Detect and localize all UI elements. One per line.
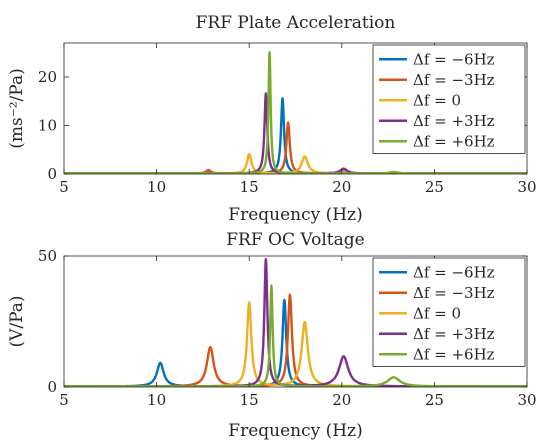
legend-label-1: Δf = −6Hz — [413, 263, 495, 281]
x-tick-label: 25 — [425, 391, 444, 409]
x-tick-label: 5 — [59, 178, 69, 196]
y-axis-label: (ms⁻²/Pa) — [7, 68, 27, 148]
legend-label-4: Δf = +3Hz — [413, 325, 495, 343]
legend-label-2: Δf = −3Hz — [413, 284, 495, 302]
chart-title: FRF OC Voltage — [226, 230, 364, 250]
chart-1: 5 10 15 20 25 30 0 10 20 FRF Plate Acceleration Fr… — [7, 13, 537, 225]
y-tick-label: 20 — [38, 68, 57, 86]
series-group — [64, 258, 527, 387]
legend-label-1: Δf = −6Hz — [413, 50, 495, 68]
legend-label-4: Δf = +3Hz — [413, 112, 495, 130]
x-tick-label: 15 — [240, 178, 259, 196]
y-tick-label: 0 — [47, 378, 57, 396]
x-tick-label: 30 — [517, 178, 536, 196]
legend-label-2: Δf = −3Hz — [413, 71, 495, 89]
chart-2: 5 10 15 20 25 30 0 50 FRF OC Voltage Frequency (H… — [7, 230, 537, 441]
axes-box — [63, 255, 528, 388]
x-axis-label: Frequency (Hz) — [228, 205, 362, 225]
y-tick-label: 0 — [47, 165, 57, 183]
legend-label-3: Δf = 0 — [413, 304, 461, 322]
x-tick-label: 5 — [59, 391, 69, 409]
x-tick-label: 15 — [240, 391, 259, 409]
series-group — [64, 51, 527, 174]
legend: Δf = −6Hz Δf = −3Hz Δf = 0 Δf = +3Hz Δf = +6… — [372, 44, 526, 154]
axes-box — [63, 42, 528, 175]
legend-label-3: Δf = 0 — [413, 91, 461, 109]
legend-label-5: Δf = +6Hz — [413, 345, 495, 363]
x-tick-label: 30 — [517, 391, 536, 409]
y-axis-label: (V/Pa) — [7, 295, 27, 347]
x-tick-label: 10 — [147, 178, 166, 196]
x-tick-label: 25 — [425, 178, 444, 196]
x-tick-label: 20 — [332, 391, 351, 409]
legend-label-5: Δf = +6Hz — [413, 132, 495, 150]
chart-title: FRF Plate Acceleration — [196, 13, 396, 33]
x-tick-label: 10 — [147, 391, 166, 409]
legend: Δf = −6Hz Δf = −3Hz Δf = 0 Δf = +3Hz Δf = +6… — [372, 257, 526, 367]
legend-box — [372, 44, 526, 154]
series-line-5 — [64, 51, 527, 174]
y-tick-label: 50 — [38, 247, 57, 265]
y-tick-label: 10 — [38, 116, 57, 134]
x-axis-label: Frequency (Hz) — [228, 421, 362, 441]
series-line-5 — [64, 284, 527, 387]
x-tick-label: 20 — [332, 178, 351, 196]
